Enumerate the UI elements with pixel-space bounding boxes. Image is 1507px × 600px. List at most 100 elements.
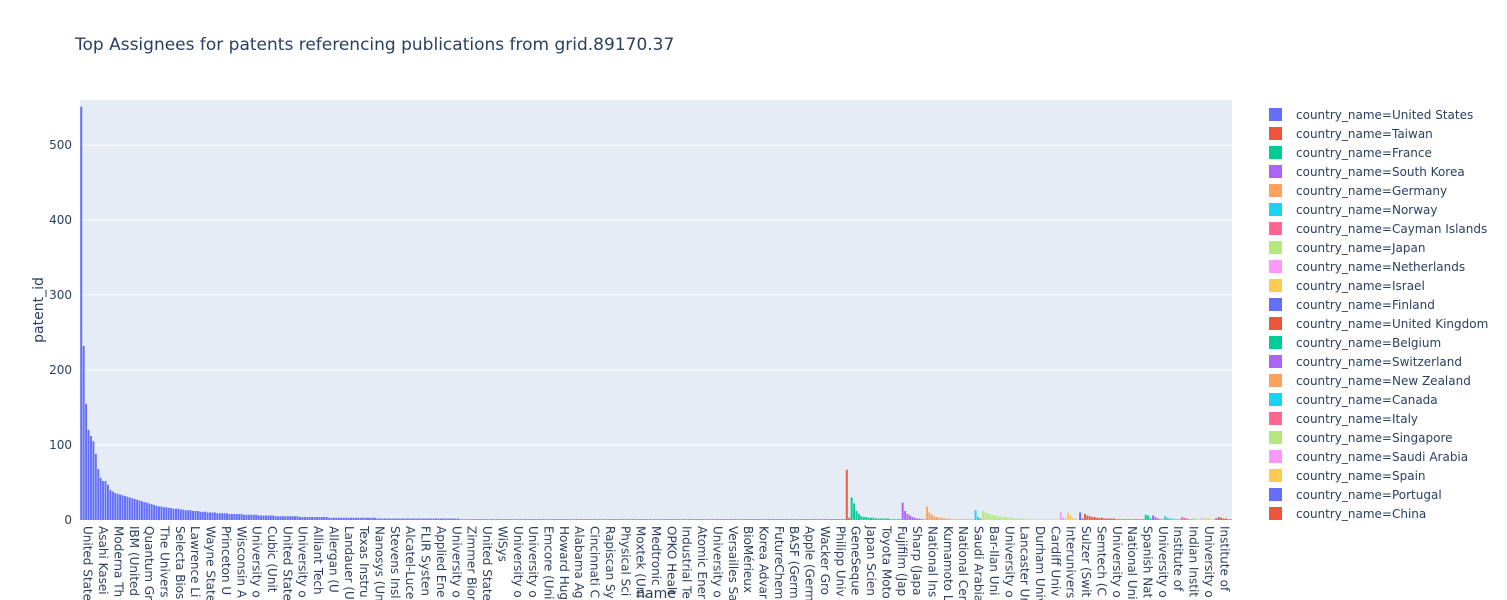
- bar[interactable]: [851, 498, 853, 521]
- bar[interactable]: [890, 519, 892, 520]
- bar[interactable]: [270, 516, 272, 521]
- bar[interactable]: [615, 519, 617, 520]
- bar[interactable]: [540, 519, 542, 520]
- bar[interactable]: [547, 519, 549, 520]
- bar[interactable]: [661, 519, 663, 520]
- legend-entry[interactable]: country_name=Japan: [1296, 241, 1425, 255]
- bar[interactable]: [987, 513, 989, 520]
- bar[interactable]: [129, 498, 131, 521]
- bar[interactable]: [975, 510, 977, 520]
- bar[interactable]: [340, 518, 342, 520]
- bar[interactable]: [768, 519, 770, 520]
- bar[interactable]: [732, 519, 734, 520]
- bar[interactable]: [919, 519, 921, 521]
- bar[interactable]: [445, 519, 447, 521]
- bar[interactable]: [542, 519, 544, 520]
- legend-entry[interactable]: country_name=France: [1296, 146, 1432, 160]
- bar[interactable]: [343, 518, 345, 520]
- bar[interactable]: [1147, 516, 1149, 521]
- bar[interactable]: [797, 519, 799, 520]
- bar[interactable]: [122, 495, 124, 520]
- bar[interactable]: [148, 504, 150, 521]
- bar[interactable]: [1082, 519, 1084, 521]
- legend-entry[interactable]: country_name=Saudi Arabia: [1296, 450, 1468, 464]
- bar[interactable]: [294, 516, 296, 520]
- bar[interactable]: [595, 519, 597, 520]
- bar[interactable]: [357, 518, 359, 520]
- bar[interactable]: [1164, 516, 1166, 520]
- bar[interactable]: [299, 517, 301, 520]
- bar[interactable]: [826, 519, 828, 520]
- bar[interactable]: [525, 519, 527, 520]
- bar[interactable]: [314, 517, 316, 520]
- bar[interactable]: [1215, 519, 1217, 521]
- bar[interactable]: [722, 519, 724, 520]
- bar[interactable]: [736, 519, 738, 520]
- bar[interactable]: [984, 513, 986, 521]
- bar[interactable]: [311, 517, 313, 520]
- bar[interactable]: [559, 519, 561, 520]
- bar[interactable]: [1038, 519, 1040, 520]
- bar[interactable]: [841, 519, 843, 520]
- bar[interactable]: [899, 519, 901, 520]
- bar[interactable]: [924, 519, 926, 520]
- legend-swatch[interactable]: [1269, 165, 1282, 178]
- legend-entry[interactable]: country_name=Taiwan: [1296, 127, 1433, 141]
- bar[interactable]: [931, 515, 933, 520]
- bar[interactable]: [1089, 516, 1091, 520]
- bar[interactable]: [139, 501, 141, 521]
- bar[interactable]: [780, 519, 782, 520]
- bar[interactable]: [498, 519, 500, 520]
- bar[interactable]: [447, 519, 449, 521]
- bar[interactable]: [476, 519, 478, 520]
- bar[interactable]: [958, 519, 960, 520]
- bar[interactable]: [836, 519, 838, 520]
- legend-swatch[interactable]: [1269, 241, 1282, 254]
- bar[interactable]: [367, 518, 369, 520]
- bar[interactable]: [438, 519, 440, 521]
- bar[interactable]: [406, 519, 408, 521]
- bar[interactable]: [486, 519, 488, 520]
- bar[interactable]: [717, 519, 719, 520]
- bar[interactable]: [1169, 519, 1171, 521]
- bar[interactable]: [348, 518, 350, 520]
- bar[interactable]: [216, 513, 218, 520]
- bar[interactable]: [647, 519, 649, 520]
- bar[interactable]: [292, 516, 294, 520]
- bar[interactable]: [1198, 519, 1200, 520]
- bar[interactable]: [877, 519, 879, 521]
- legend-swatch[interactable]: [1269, 146, 1282, 159]
- bar[interactable]: [102, 481, 104, 520]
- bar[interactable]: [250, 515, 252, 520]
- bar[interactable]: [945, 519, 947, 521]
- bar[interactable]: [114, 493, 116, 520]
- bar[interactable]: [306, 517, 308, 520]
- legend-entry[interactable]: country_name=Cayman Islands: [1296, 222, 1487, 236]
- bar[interactable]: [724, 519, 726, 520]
- bar[interactable]: [131, 498, 133, 520]
- legend-entry[interactable]: country_name=China: [1296, 507, 1426, 521]
- bar[interactable]: [282, 516, 284, 520]
- bar[interactable]: [1128, 519, 1130, 520]
- bar[interactable]: [787, 519, 789, 520]
- bar[interactable]: [493, 519, 495, 520]
- bar[interactable]: [581, 519, 583, 520]
- bar[interactable]: [275, 516, 277, 520]
- bar[interactable]: [386, 519, 388, 521]
- legend-swatch[interactable]: [1269, 203, 1282, 216]
- bar[interactable]: [992, 515, 994, 520]
- bar[interactable]: [1091, 517, 1093, 520]
- bar[interactable]: [1016, 519, 1018, 521]
- bar[interactable]: [972, 519, 974, 520]
- bar[interactable]: [1101, 518, 1103, 520]
- bar[interactable]: [1069, 516, 1071, 521]
- bar[interactable]: [656, 519, 658, 520]
- bar[interactable]: [156, 506, 158, 520]
- bar[interactable]: [1123, 519, 1125, 520]
- bar[interactable]: [272, 516, 274, 521]
- legend-swatch[interactable]: [1269, 108, 1282, 121]
- bar[interactable]: [194, 511, 196, 520]
- bar[interactable]: [236, 514, 238, 520]
- bar[interactable]: [1186, 519, 1188, 521]
- bar[interactable]: [654, 519, 656, 520]
